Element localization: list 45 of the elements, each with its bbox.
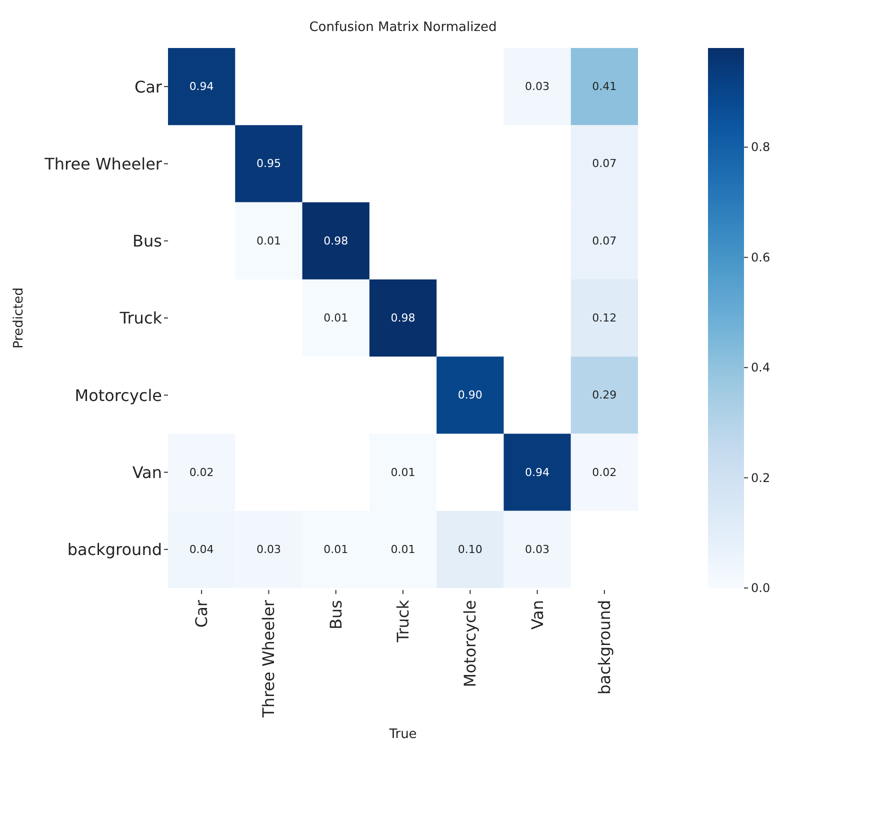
chart-title: Confusion Matrix Normalized [308,20,498,35]
data-label: 0.07 [592,234,617,248]
x-tick-label: Bus [326,600,346,630]
data-label: 0.90 [458,388,482,402]
color-bar-label: 0.0 [751,581,770,595]
data-label: 0.10 [458,542,482,556]
data-label: 0.01 [390,542,416,556]
x-tick-label: Three Wheeler [259,600,278,718]
data-label: 0.98 [390,312,416,324]
data-label: 0.02 [189,466,214,479]
data-label: 0.95 [256,157,281,170]
data-label: 0.01 [324,542,348,556]
color-bar-label: 0.2 [751,470,770,485]
x-tick-label: Van [528,600,547,630]
data-label: 0.02 [592,466,617,479]
x-tick-label: background [594,600,614,695]
data-label: 0.29 [592,388,617,402]
x-tick-label: Motorcycle [460,600,480,688]
y-tick-label: Motorcycle [74,386,162,405]
color-bar-label: 0.8 [751,140,770,154]
data-label: 0.01 [390,466,416,479]
y-tick-label: Bus [132,232,162,251]
data-label: 0.03 [525,80,550,94]
y-tick-label: Car [134,77,162,96]
data-label: 0.04 [189,542,214,556]
x-tick-label: Car [192,600,212,628]
data-label: 0.01 [324,312,348,324]
x-tick-label: Truck [394,599,412,644]
data-label: 0.01 [256,234,281,248]
y-tick-label: Truck [118,308,163,328]
color-bar-label: 0.6 [751,250,770,264]
y-axis-title: Predicted [12,287,27,349]
y-tick-label: background [67,540,162,560]
data-label: 0.98 [324,234,348,248]
color-bar-label: 0.4 [751,360,770,375]
y-tick-label: Three Wheeler [44,154,162,174]
data-label: 0.41 [592,80,617,94]
data-label: 0.07 [592,157,617,170]
data-label: 0.94 [189,80,214,94]
x-axis-title: True [388,727,417,742]
data-label: 0.12 [592,312,617,324]
data-label: 0.94 [525,466,550,479]
y-tick-label: Van [132,462,162,482]
data-label: 0.03 [256,542,281,556]
data-label: 0.03 [525,542,550,556]
